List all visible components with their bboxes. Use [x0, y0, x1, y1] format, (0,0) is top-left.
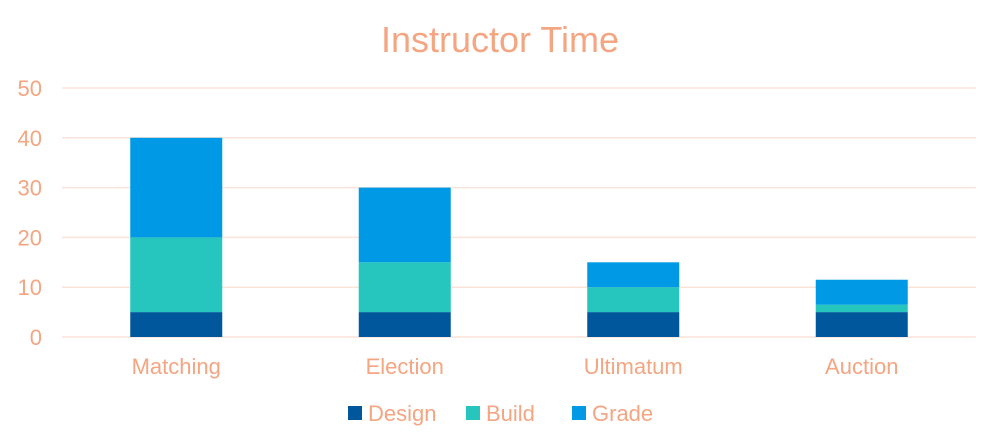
bar-design-election	[358, 312, 451, 337]
y-tick-label: 10	[18, 275, 42, 300]
bar-grade-ultimatum	[587, 262, 680, 288]
y-tick-label: 20	[18, 225, 42, 250]
y-tick-label: 50	[18, 76, 42, 101]
chart-title: Instructor Time	[381, 19, 619, 60]
bar-build-election	[358, 262, 451, 313]
bar-grade-auction	[815, 279, 908, 305]
bar-design-auction	[815, 312, 908, 337]
bars	[130, 137, 908, 337]
bar-design-ultimatum	[587, 312, 680, 337]
y-tick-label: 0	[30, 325, 42, 350]
bar-build-matching	[130, 237, 223, 313]
legend-label-design: Design	[368, 401, 436, 426]
bar-grade-matching	[130, 137, 223, 238]
legend-label-grade: Grade	[592, 401, 653, 426]
y-tick-label: 40	[18, 126, 42, 151]
bar-build-auction	[815, 304, 908, 313]
legend-swatch-grade	[572, 406, 586, 420]
bar-build-ultimatum	[587, 287, 680, 313]
bar-grade-election	[358, 187, 451, 263]
legend-swatch-design	[348, 406, 362, 420]
legend-label-build: Build	[486, 401, 535, 426]
x-category-label: Ultimatum	[584, 354, 683, 379]
x-axis-categories: Matching Election Ultimatum Auction	[132, 354, 899, 379]
bar-design-matching	[130, 312, 223, 337]
legend: Design Build Grade	[348, 401, 653, 426]
x-category-label: Matching	[132, 354, 221, 379]
x-category-label: Election	[366, 354, 444, 379]
y-axis-ticks: 0 10 20 30 40 50	[18, 76, 42, 350]
legend-swatch-build	[466, 406, 480, 420]
y-tick-label: 30	[18, 176, 42, 201]
x-category-label: Auction	[825, 354, 898, 379]
